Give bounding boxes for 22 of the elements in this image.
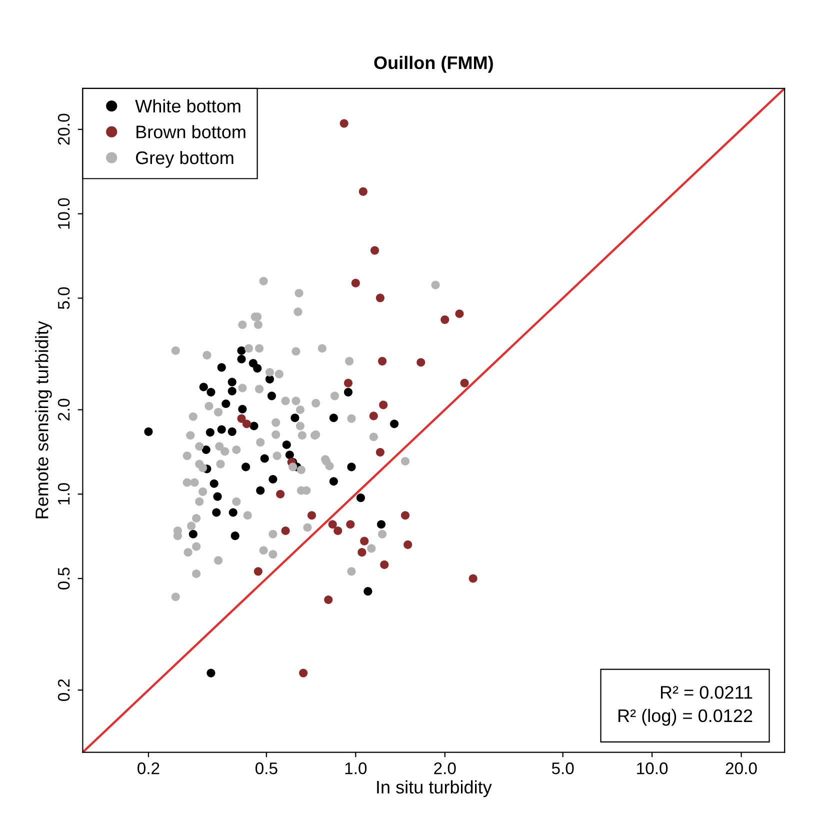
- annotation: R² = 0.0211: [660, 686, 752, 699]
- y-tick-label: 1.0: [58, 483, 70, 504]
- y-tick-label: 0.2: [58, 679, 70, 702]
- legend-label: Grey bottom: [136, 150, 234, 168]
- x-tick-label: 5.0: [552, 762, 574, 774]
- y-tick-label: 0.5: [58, 568, 70, 590]
- y-tick-label: 20.0: [58, 114, 70, 145]
- legend-label: Brown bottom: [136, 125, 246, 138]
- legend-label: White bottom: [135, 99, 240, 112]
- chart-title: Ouillon (FMM): [374, 56, 493, 73]
- y-axis-title: Remote sensing turbidity: [35, 321, 52, 518]
- y-tick-label: 10.0: [58, 198, 70, 229]
- x-tick-label: 20.0: [726, 762, 757, 774]
- x-tick-label: 1.0: [345, 762, 367, 774]
- y-tick-label: 5.0: [58, 287, 70, 310]
- annotation: R² (log) = 0.0122: [618, 708, 752, 726]
- x-axis-title: In situ turbidity: [377, 780, 492, 798]
- x-tick-label: 2.0: [434, 762, 456, 774]
- x-tick-label: 0.5: [255, 762, 278, 774]
- y-tick-label: 2.0: [58, 398, 70, 420]
- x-tick-label: 10.0: [637, 762, 668, 774]
- x-tick-label: 0.2: [138, 762, 160, 774]
